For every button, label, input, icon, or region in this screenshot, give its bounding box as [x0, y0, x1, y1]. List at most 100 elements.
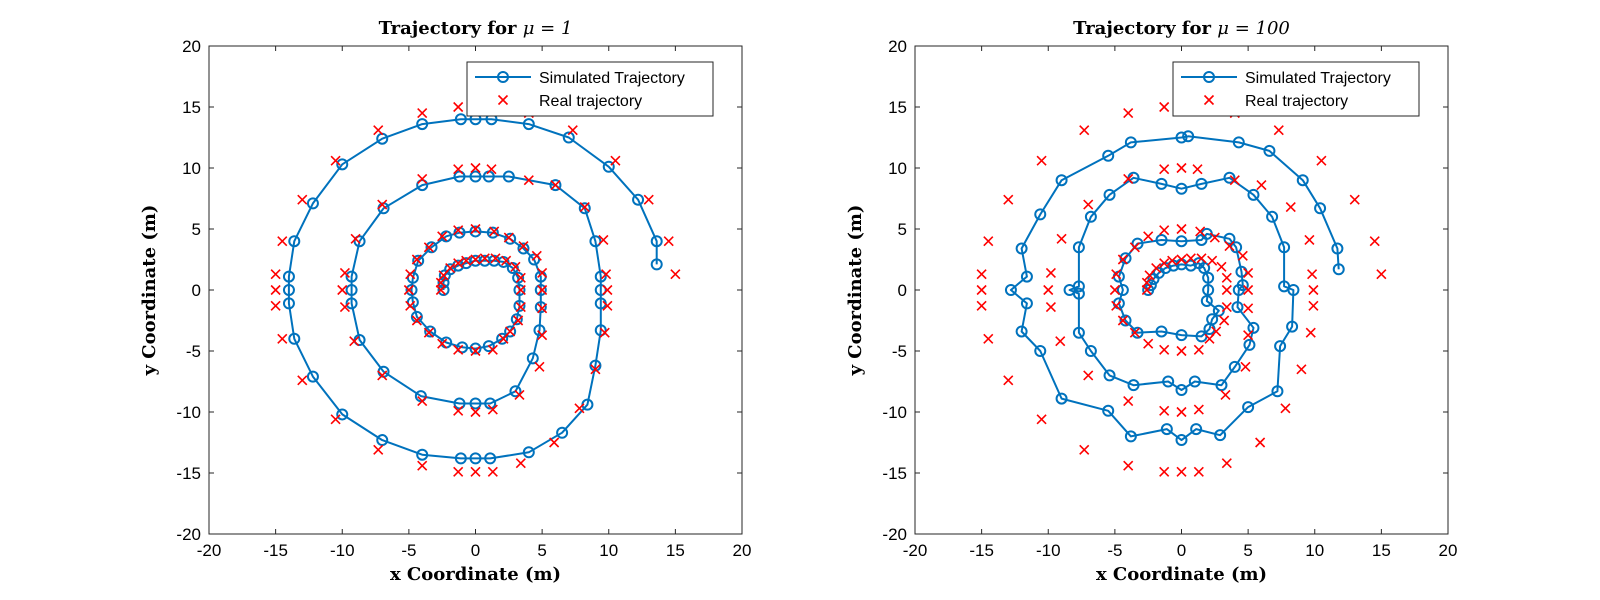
- data-point: [469, 225, 482, 238]
- data-point: [1083, 370, 1094, 381]
- x-tick-label: 20: [1439, 541, 1458, 560]
- data-point: [1015, 325, 1028, 338]
- data-point: [417, 395, 428, 407]
- data-point: [650, 258, 663, 271]
- data-point: [514, 389, 525, 400]
- data-point: [1176, 406, 1187, 418]
- data-point: [650, 235, 663, 248]
- data-point: [1045, 267, 1056, 278]
- data-point: [454, 113, 467, 126]
- data-point: [1119, 314, 1132, 327]
- data-point: [456, 341, 469, 354]
- data-point: [306, 370, 319, 383]
- x-tick-label: 15: [1372, 541, 1391, 560]
- data-point: [306, 197, 319, 210]
- legend-label: Real trajectory: [539, 93, 642, 110]
- x-tick-label: 0: [471, 541, 480, 560]
- data-point: [1243, 338, 1256, 351]
- data-point: [601, 269, 612, 280]
- data-point: [1167, 255, 1178, 266]
- data-point: [350, 233, 361, 244]
- data-point: [1221, 284, 1232, 296]
- data-point: [537, 303, 548, 314]
- data-point: [515, 284, 526, 296]
- data-point: [1209, 232, 1220, 243]
- data-point: [1079, 444, 1090, 455]
- data-point: [1278, 241, 1291, 254]
- data-point: [435, 284, 446, 296]
- data-point: [1263, 144, 1276, 157]
- data-point: [1123, 108, 1134, 119]
- data-point: [1147, 273, 1160, 286]
- data-point: [515, 302, 526, 313]
- data-point: [1221, 302, 1232, 313]
- data-point: [1159, 466, 1170, 477]
- data-point: [501, 255, 512, 266]
- data-point: [549, 437, 560, 448]
- data-point: [632, 193, 645, 206]
- data-point: [1221, 458, 1232, 469]
- data-point: [1079, 125, 1090, 136]
- data-point: [330, 414, 341, 425]
- chart-title-math: μ = 100: [1217, 18, 1290, 39]
- data-point: [537, 267, 548, 278]
- data-point: [487, 466, 498, 477]
- data-point: [1175, 384, 1188, 397]
- x-tick-label: -10: [1036, 541, 1061, 560]
- data-point: [414, 390, 427, 403]
- data-point: [1202, 271, 1215, 284]
- data-point: [282, 284, 295, 296]
- x-tick-label: -20: [197, 541, 222, 560]
- y-tick-label: -20: [882, 525, 907, 544]
- y-tick-label: -10: [882, 403, 907, 422]
- x-tick-label: -5: [1107, 541, 1122, 560]
- data-point: [594, 284, 607, 296]
- data-point: [594, 324, 607, 337]
- data-point: [522, 446, 535, 459]
- x-tick-label: 0: [1177, 541, 1186, 560]
- data-point: [504, 325, 517, 338]
- data-point: [454, 452, 467, 465]
- data-point: [1271, 385, 1284, 398]
- data-point: [523, 175, 534, 186]
- data-point: [423, 242, 434, 253]
- y-tick-label: 10: [182, 159, 201, 178]
- y-tick-label: -5: [892, 342, 907, 361]
- data-point: [1020, 297, 1033, 310]
- data-point: [1155, 325, 1168, 338]
- data-point: [515, 458, 526, 469]
- data-point: [983, 333, 994, 344]
- data-point: [486, 226, 499, 239]
- data-point: [1376, 269, 1387, 280]
- data-point: [589, 359, 602, 372]
- data-point: [1195, 177, 1208, 190]
- y-axis-label: y Coordinate (m): [845, 205, 866, 377]
- data-point: [469, 342, 482, 355]
- data-point: [1003, 375, 1014, 386]
- data-point: [1280, 403, 1291, 414]
- legend-marker: [1203, 94, 1215, 106]
- data-point: [1240, 361, 1251, 372]
- data-point: [513, 299, 526, 312]
- data-point: [288, 235, 301, 248]
- plot-area: [914, 45, 1449, 535]
- data-point: [1045, 302, 1056, 313]
- data-point: [1237, 250, 1248, 261]
- y-tick-label: 5: [898, 220, 907, 239]
- data-point: [406, 271, 419, 284]
- series-simulated-trajectory: [1004, 130, 1345, 447]
- data-point: [1349, 194, 1360, 205]
- data-point: [1015, 242, 1028, 255]
- subplot-1: Trajectory for μ = 1 -20 -15 -10 -5 0 5 10 15 20 -…: [139, 18, 751, 585]
- data-point: [1214, 429, 1227, 442]
- data-point: [469, 170, 482, 183]
- data-point: [562, 131, 575, 144]
- data-point: [345, 284, 358, 296]
- data-point: [1103, 188, 1116, 201]
- series-real-trajectory: [976, 101, 1387, 477]
- data-point: [470, 406, 481, 418]
- data-point: [1072, 326, 1085, 339]
- data-point: [425, 241, 438, 254]
- x-tick-label: 10: [599, 541, 618, 560]
- y-tick-label: 0: [192, 281, 201, 300]
